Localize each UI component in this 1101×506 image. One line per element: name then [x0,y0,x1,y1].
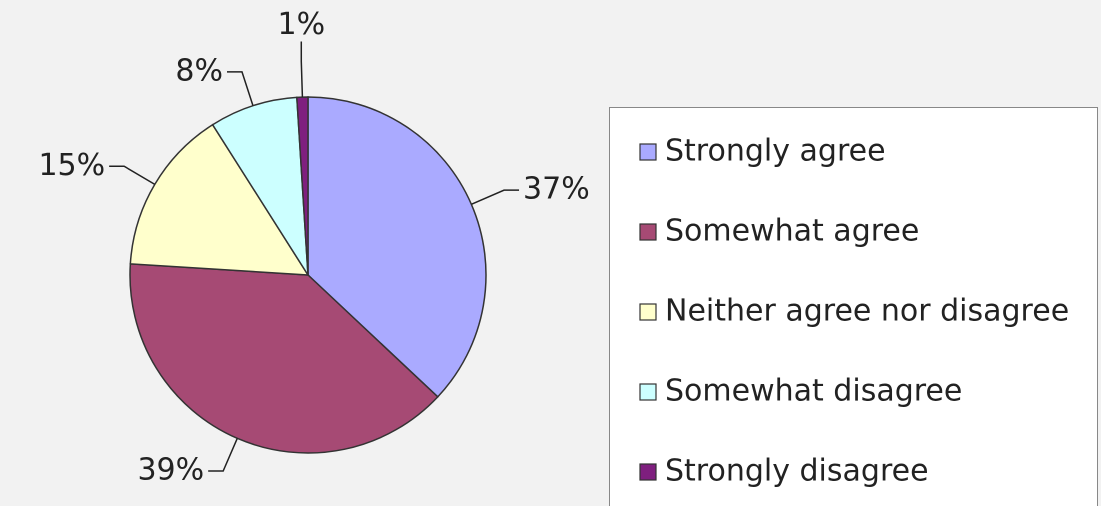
data-label: 8% [175,53,223,88]
legend-swatch [639,223,657,241]
legend-label: Strongly agree [665,134,886,169]
leader-line [208,438,238,472]
leader-line [300,41,304,98]
legend-label: Neither agree nor disagree [665,294,1069,329]
leader-line [471,189,520,205]
leader-line [109,165,156,186]
legend-swatch [639,383,657,401]
pie-slice [307,96,487,398]
data-label: 37% [523,172,590,207]
legend-label: Somewhat agree [665,214,919,249]
pie-slice [129,263,439,454]
data-label: 15% [38,148,105,183]
legend-swatch [639,303,657,321]
leader-line [226,71,254,106]
pie-slice [129,123,310,276]
pie-slice [211,96,309,276]
legend-label: Strongly disagree [665,454,929,489]
data-label: 39% [137,453,204,488]
data-label: 1% [277,7,325,42]
legend-swatch [639,143,657,161]
legend-box [609,107,1098,506]
legend-swatch [639,463,657,481]
legend-label: Somewhat disagree [665,374,962,409]
